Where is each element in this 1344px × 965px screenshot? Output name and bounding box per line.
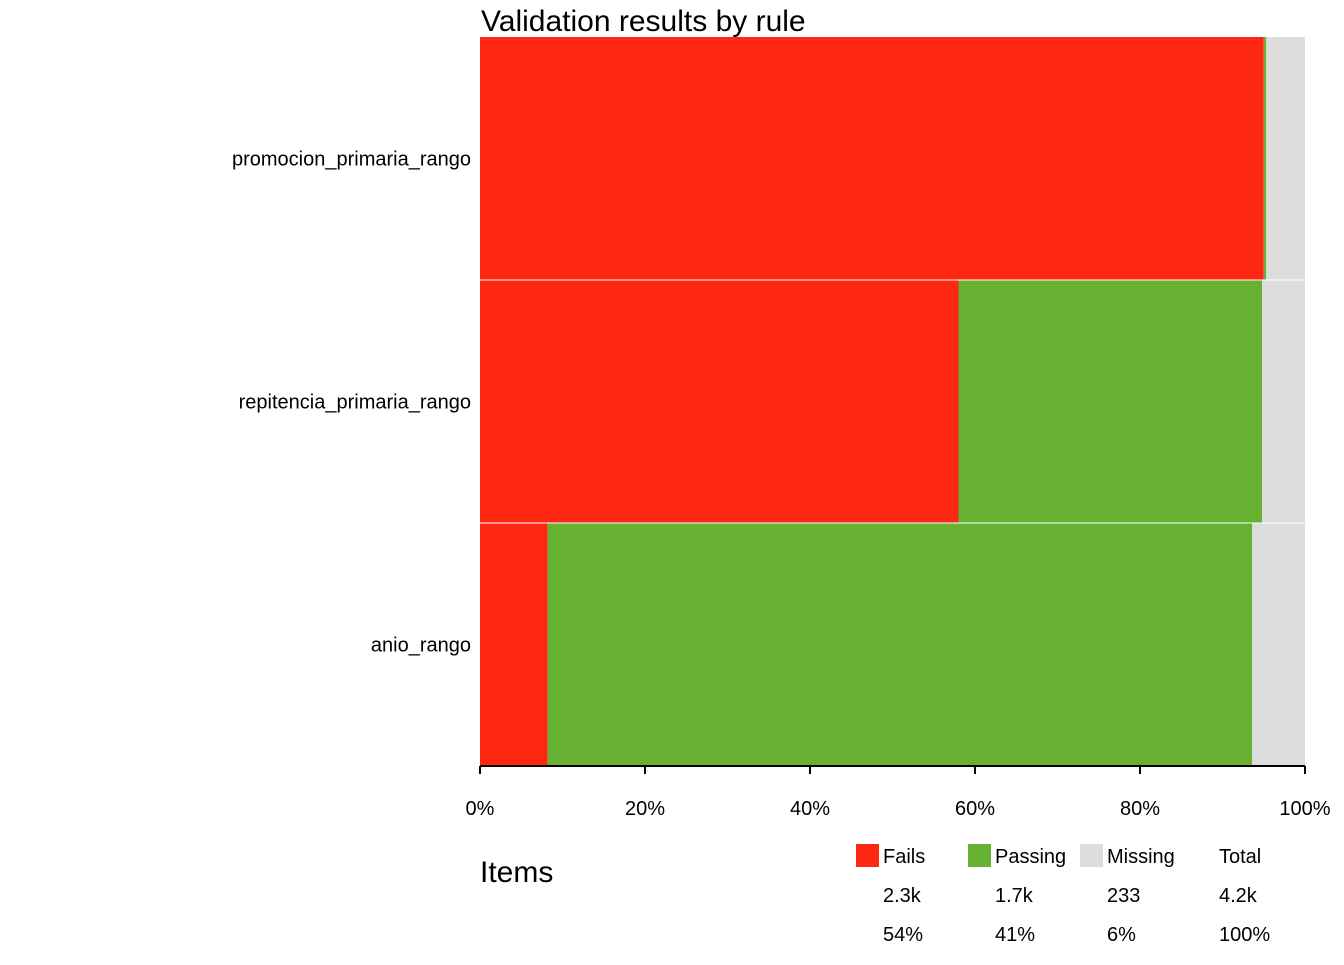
- chart-title: Validation results by rule: [481, 5, 806, 38]
- bar-fails-promocion-primaria-rango: [480, 37, 1264, 280]
- x-tick-label: 100%: [1279, 798, 1330, 820]
- x-axis: 0% 20% 40% 60% 80% 100%: [466, 765, 1331, 820]
- category-label-anio-rango: anio_rango: [371, 635, 471, 657]
- bar-missing-anio-rango: [1252, 523, 1305, 766]
- category-label-promocion-primaria-rango: promocion_primaria_rango: [232, 149, 471, 171]
- bar-missing-promocion-primaria-rango: [1266, 37, 1305, 280]
- bar-fails-anio-rango: [480, 523, 548, 766]
- x-tick-label: 60%: [955, 798, 995, 820]
- bars-group: [480, 37, 1305, 766]
- bar-passing-promocion-primaria-rango: [1263, 37, 1267, 280]
- category-labels: promocion_primaria_rango repitencia_prima…: [232, 149, 471, 657]
- bar-fails-repitencia-primaria-rango: [480, 280, 959, 523]
- x-tick-label: 80%: [1120, 798, 1160, 820]
- x-tick-label: 40%: [790, 798, 830, 820]
- bar-missing-repitencia-primaria-rango: [1262, 280, 1305, 523]
- category-label-repitencia-primaria-rango: repitencia_primaria_rango: [239, 392, 471, 414]
- bar-passing-anio-rango: [547, 523, 1253, 766]
- bar-passing-repitencia-primaria-rango: [958, 280, 1263, 523]
- x-tick-label: 0%: [466, 798, 495, 820]
- x-tick-label: 20%: [625, 798, 665, 820]
